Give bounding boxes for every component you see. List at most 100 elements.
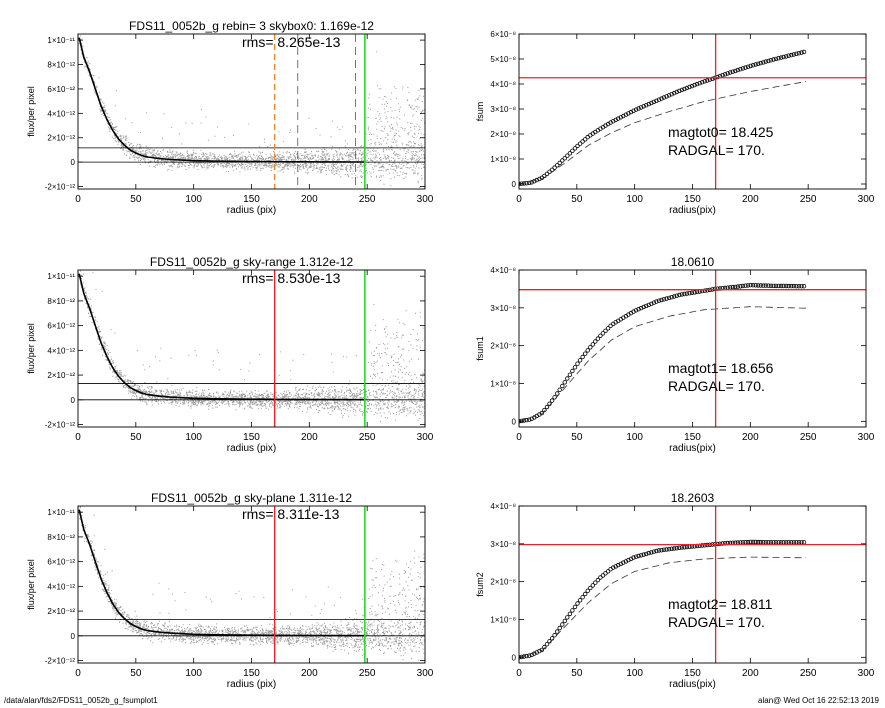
series-main-point: [735, 67, 740, 73]
x-tick-label: 300: [417, 194, 434, 205]
y-tick-label: 2×10⁻¹²: [47, 371, 75, 380]
series-main-point: [786, 283, 791, 289]
x-tick-label: 50: [571, 432, 583, 443]
series-main-point: [664, 296, 669, 301]
y-tick-label: 0: [71, 396, 76, 405]
y-tick-label: 8×10⁻¹²: [47, 297, 75, 306]
footer-stamp: alan@ Wed Oct 16 22:52:13 2019: [758, 696, 879, 705]
series-main-point: [672, 546, 677, 551]
series-dashed-curve: [519, 306, 806, 422]
x-tick-label: 0: [516, 194, 522, 205]
series-main-point: [664, 547, 669, 552]
y-axis-label: fsum2: [475, 572, 485, 597]
series-main-point: [740, 66, 746, 71]
series-main-point: [789, 52, 794, 58]
series-main-point: [745, 283, 751, 288]
series-main-point: [692, 82, 697, 88]
series-main-point: [791, 52, 796, 57]
series-main-point: [605, 569, 611, 574]
y-tick-label: 3×10⁻⁸: [490, 105, 516, 114]
series-main-point: [562, 155, 567, 161]
series-main-point: [633, 308, 639, 313]
series-main-point: [750, 283, 756, 288]
series-main-point: [656, 548, 662, 553]
series-main-point: [702, 543, 707, 548]
x-tick-label: 250: [800, 194, 817, 205]
y-tick-label: 2×10⁻⁸: [490, 578, 516, 587]
series-main-point: [796, 51, 802, 56]
series-main-point: [524, 180, 529, 186]
x-tick-label: 250: [800, 668, 817, 679]
series-main-point: [583, 351, 588, 356]
annotation-line-2: RADGAL= 170.: [668, 142, 765, 158]
series-main-point: [580, 354, 585, 360]
series-main-point: [771, 57, 776, 62]
series-main-point: [654, 548, 659, 554]
panel-3: rms= 8.530e-13 0 50 100 150 200 250 300 -2×10⁻¹²…: [26, 255, 434, 454]
series-main-point: [661, 547, 667, 552]
series-main-point: [700, 543, 705, 548]
series-main-point: [527, 653, 532, 658]
y-tick-label: -2×10⁻¹²: [45, 421, 76, 430]
series-main-point: [616, 562, 621, 568]
profile-curve: [78, 273, 365, 401]
series-main-point: [679, 292, 685, 297]
y-axis-label: fsum: [475, 102, 485, 122]
series-main-point: [682, 86, 687, 92]
series-main-point: [692, 290, 697, 295]
series-main-point: [776, 56, 781, 61]
y-tick-label: 0: [512, 653, 517, 662]
series-main-point: [659, 548, 664, 553]
y-tick-label: 2×10⁻⁸: [490, 342, 516, 351]
scatter-points: [78, 506, 425, 663]
series-main-point: [593, 580, 598, 585]
series-main-point: [702, 79, 707, 84]
series-main-point: [651, 300, 657, 305]
series-main-point: [784, 283, 789, 289]
x-tick-label: 150: [684, 194, 701, 205]
series-main-point: [687, 84, 692, 90]
y-tick-label: 4×10⁻¹²: [47, 582, 75, 591]
series-main-point: [544, 642, 550, 647]
series-main-point: [781, 54, 786, 60]
series-main-point: [763, 59, 768, 64]
series-main-point: [577, 598, 583, 603]
series-main-point: [575, 601, 580, 606]
x-tick-label: 300: [417, 432, 434, 443]
series-main-point: [753, 62, 758, 67]
y-tick-label: 6×10⁻⁸: [490, 30, 516, 39]
y-tick-label: 1×10⁻¹¹: [47, 508, 75, 517]
series-main-point: [768, 283, 774, 288]
y-tick-label: 1×10⁻⁸: [490, 379, 516, 388]
x-tick-label: 100: [626, 194, 643, 205]
series-main-point: [644, 303, 649, 309]
series-main-point: [689, 83, 695, 89]
profile-curve: [78, 509, 365, 637]
series-main-point: [567, 151, 573, 156]
series-main-point: [552, 633, 557, 638]
series-main-point: [542, 644, 547, 650]
y-tick-label: 0: [71, 632, 76, 641]
x-tick-label: 250: [359, 194, 376, 205]
scatter-points: [78, 34, 425, 188]
x-tick-label: 0: [516, 432, 522, 443]
x-tick-label: 100: [185, 194, 202, 205]
series-main-point: [585, 588, 590, 593]
series-main-point: [700, 79, 705, 85]
series-main-point: [555, 629, 560, 634]
series-main-point: [562, 618, 567, 624]
series-main-point: [794, 284, 799, 289]
x-tick-label: 100: [626, 432, 643, 443]
series-main-point: [529, 180, 534, 185]
y-tick-label: 6×10⁻¹²: [47, 85, 75, 94]
annotation-line-2: RADGAL= 170.: [668, 378, 765, 394]
footer-path: /data/alan/fds2/FDS11_0052b_g_fsumplot1: [4, 696, 158, 705]
series-main-point: [565, 376, 570, 381]
series-main-point: [595, 577, 601, 583]
series-main-point: [728, 70, 733, 75]
series-main-point: [593, 339, 598, 344]
series-main-point: [801, 284, 807, 289]
series-main-point: [583, 137, 588, 142]
series-main-point: [684, 291, 690, 296]
series-main-point: [631, 108, 636, 113]
